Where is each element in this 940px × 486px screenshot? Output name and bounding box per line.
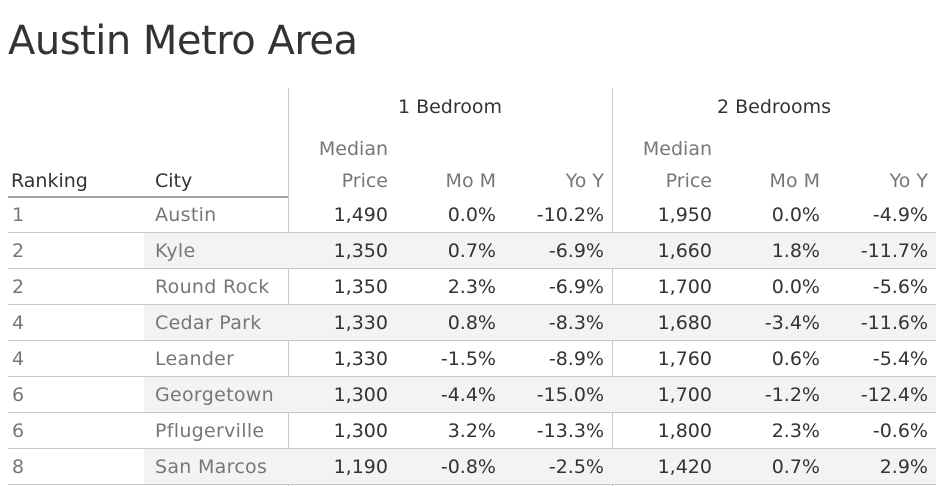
group-header-1-bedroom: 1 Bedroom: [397, 96, 503, 118]
cell-city: Austin: [155, 204, 217, 226]
cell-ranking: 6: [12, 420, 25, 442]
col-header-city: City: [155, 170, 193, 192]
cell-2br-mom: 0.0%: [771, 204, 820, 226]
cell-2br-median-price: 1,660: [657, 240, 712, 262]
col-header-line: Price: [341, 170, 388, 192]
cell-ranking: 4: [12, 348, 25, 370]
cell-1br-median-price: 1,330: [333, 312, 388, 334]
group-header-2-bedrooms: 2 Bedrooms: [717, 96, 831, 118]
cell-1br-mom: 0.7%: [447, 240, 496, 262]
cell-2br-mom: 2.3%: [771, 420, 820, 442]
cell-city: Georgetown: [155, 384, 274, 406]
cell-1br-yoy: -13.3%: [536, 420, 604, 442]
cell-2br-median-price: 1,700: [657, 276, 712, 298]
table-row: 1 Austin 1,490 0.0% -10.2% 1,950 0.0% -4.9%: [8, 197, 936, 233]
cell-1br-mom: 0.0%: [447, 204, 496, 226]
cell-2br-median-price: 1,800: [657, 420, 712, 442]
cell-1br-median-price: 1,350: [333, 240, 388, 262]
cell-2br-yoy: -4.9%: [872, 204, 928, 226]
cell-2br-yoy: -12.4%: [860, 384, 928, 406]
table-row: 4 Cedar Park 1,330 0.8% -8.3% 1,680 -3.4% -11.6…: [8, 305, 936, 341]
cell-1br-mom: -1.5%: [440, 348, 496, 370]
cell-2br-mom: 1.8%: [771, 240, 820, 262]
col-header-2br-mom: Mo M: [769, 170, 820, 192]
group-divider: [612, 88, 613, 486]
col-header-1br-yoy: Yo Y: [565, 170, 604, 192]
cell-ranking: 2: [12, 276, 25, 298]
row-band: [144, 233, 936, 268]
cell-2br-yoy: -11.7%: [860, 240, 928, 262]
table-row: 6 Georgetown 1,300 -4.4% -15.0% 1,700 -1.2% -12…: [8, 377, 936, 413]
cell-ranking: 6: [12, 384, 25, 406]
cell-1br-yoy: -15.0%: [536, 384, 604, 406]
row-band: [144, 377, 936, 412]
table-row: 8 San Marcos 1,190 -0.8% -2.5% 1,420 0.7% 2.9%: [8, 449, 936, 485]
group-divider: [288, 88, 289, 486]
cell-2br-mom: 0.6%: [771, 348, 820, 370]
row-band: [144, 449, 936, 484]
cell-1br-yoy: -8.9%: [548, 348, 604, 370]
col-header-line: Median: [318, 138, 388, 160]
page-title: Austin Metro Area: [8, 18, 358, 64]
cell-ranking: 4: [12, 312, 25, 334]
cell-2br-yoy: 2.9%: [879, 456, 928, 478]
col-header-line: Price: [665, 170, 712, 192]
cell-1br-mom: -0.8%: [440, 456, 496, 478]
cell-1br-mom: 2.3%: [447, 276, 496, 298]
cell-ranking: 8: [12, 456, 25, 478]
cell-1br-median-price: 1,350: [333, 276, 388, 298]
cell-2br-median-price: 1,680: [657, 312, 712, 334]
cell-1br-median-price: 1,490: [333, 204, 388, 226]
cell-2br-median-price: 1,420: [657, 456, 712, 478]
cell-city: San Marcos: [155, 456, 268, 478]
cell-2br-yoy: -0.6%: [872, 420, 928, 442]
table-row: 2 Round Rock 1,350 2.3% -6.9% 1,700 0.0% -5.6%: [8, 269, 936, 305]
col-header-2br-yoy: Yo Y: [889, 170, 928, 192]
table-body: 1 Austin 1,490 0.0% -10.2% 1,950 0.0% -4.9% 2 Kyl…: [8, 197, 936, 485]
cell-1br-yoy: -6.9%: [548, 240, 604, 262]
cell-2br-yoy: -5.4%: [872, 348, 928, 370]
col-header-1br-median-price: Median Price: [288, 133, 388, 197]
cell-1br-median-price: 1,190: [333, 456, 388, 478]
row-band: [144, 305, 936, 340]
cell-city: Pflugerville: [155, 420, 265, 442]
cell-1br-yoy: -2.5%: [548, 456, 604, 478]
cell-1br-yoy: -6.9%: [548, 276, 604, 298]
cell-1br-median-price: 1,330: [333, 348, 388, 370]
col-header-1br-mom: Mo M: [445, 170, 496, 192]
cell-ranking: 1: [12, 204, 25, 226]
cell-2br-mom: -3.4%: [764, 312, 820, 334]
cell-1br-yoy: -8.3%: [548, 312, 604, 334]
header-rule: [8, 196, 288, 198]
cell-1br-mom: 0.8%: [447, 312, 496, 334]
cell-1br-mom: -4.4%: [440, 384, 496, 406]
cell-1br-median-price: 1,300: [333, 420, 388, 442]
cell-city: Cedar Park: [155, 312, 262, 334]
cell-1br-median-price: 1,300: [333, 384, 388, 406]
cell-1br-mom: 3.2%: [447, 420, 496, 442]
cell-ranking: 2: [12, 240, 25, 262]
cell-2br-median-price: 1,700: [657, 384, 712, 406]
cell-2br-yoy: -5.6%: [872, 276, 928, 298]
cell-1br-yoy: -10.2%: [536, 204, 604, 226]
col-header-2br-median-price: Median Price: [612, 133, 712, 197]
cell-city: Round Rock: [155, 276, 270, 298]
cell-2br-mom: 0.7%: [771, 456, 820, 478]
cell-2br-mom: -1.2%: [764, 384, 820, 406]
cell-2br-yoy: -11.6%: [860, 312, 928, 334]
cell-city: Kyle: [155, 240, 196, 262]
cell-2br-median-price: 1,760: [657, 348, 712, 370]
table-row: 6 Pflugerville 1,300 3.2% -13.3% 1,800 2.3% -0.…: [8, 413, 936, 449]
col-header-line: Median: [642, 138, 712, 160]
cell-city: Leander: [155, 348, 235, 370]
table-row: 4 Leander 1,330 -1.5% -8.9% 1,760 0.6% -5.4%: [8, 341, 936, 377]
cell-2br-median-price: 1,950: [657, 204, 712, 226]
cell-2br-mom: 0.0%: [771, 276, 820, 298]
table-row: 2 Kyle 1,350 0.7% -6.9% 1,660 1.8% -11.7%: [8, 233, 936, 269]
col-header-ranking: Ranking: [11, 170, 88, 192]
